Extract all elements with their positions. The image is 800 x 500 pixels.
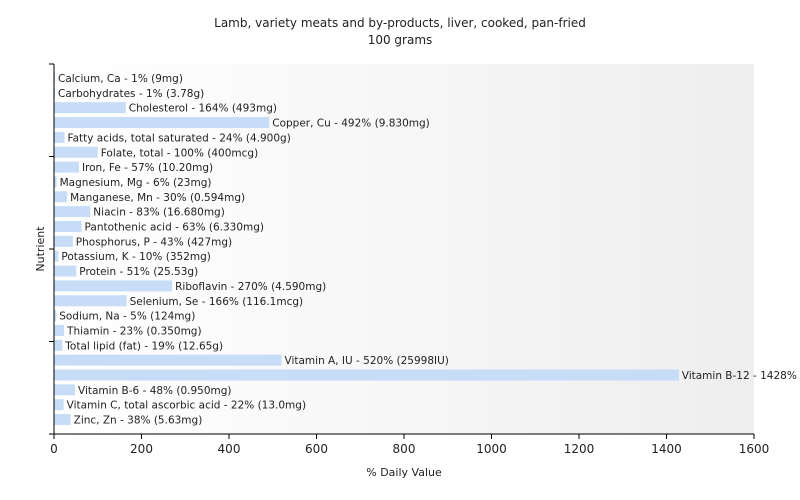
bar [54, 295, 127, 307]
bar [54, 280, 173, 292]
bar-label: Niacin - 83% (16.680mg) [93, 207, 225, 219]
bar [54, 399, 64, 411]
bar [54, 221, 82, 232]
x-tick-label: 1200 [564, 442, 595, 456]
bar-label: Folate, total - 100% (400mcg) [101, 147, 258, 159]
bar [54, 384, 75, 396]
bar-label: Vitamin C, total ascorbic acid - 22% (13… [67, 400, 306, 412]
bar [54, 339, 63, 351]
chart-subtitle: 100 grams [367, 33, 433, 47]
bar [54, 176, 57, 188]
bar-label: Vitamin B-6 - 48% (0.950mg) [78, 385, 232, 397]
x-tick-label: 200 [130, 442, 153, 456]
bar [54, 310, 57, 322]
bar [54, 354, 282, 366]
bar [54, 265, 77, 277]
bar [54, 324, 65, 336]
bar-labels-group: Calcium, Ca - 1% (9mg) Carbohydrates - 1%… [58, 73, 800, 427]
bar [54, 235, 73, 247]
bar-label: Magnesium, Mg - 6% (23mg) [60, 177, 212, 189]
bar-label: Vitamin B-12 - 1428% (85.70mcg) [682, 370, 800, 382]
bar-label: Fatty acids, total saturated - 24% (4.90… [68, 132, 291, 144]
bars-group [54, 72, 679, 426]
x-tick-label: 400 [218, 442, 241, 456]
x-tick-label: 0 [50, 442, 58, 456]
x-tick-label: 800 [393, 442, 416, 456]
bar-label: Zinc, Zn - 38% (5.63mg) [74, 415, 203, 427]
bar-label: Thiamin - 23% (0.350mg) [66, 325, 202, 337]
bar-label: Pantothenic acid - 63% (6.330mg) [85, 222, 264, 234]
bar [54, 117, 270, 129]
bar [54, 161, 79, 173]
bar-label: Calcium, Ca - 1% (9mg) [58, 73, 183, 85]
bar-label: Sodium, Na - 5% (124mg) [59, 311, 195, 323]
bar-label: Cholesterol - 164% (493mg) [129, 103, 277, 115]
x-tick-label: 600 [305, 442, 328, 456]
bar-label: Phosphorus, P - 43% (427mg) [76, 236, 232, 248]
bar-label: Manganese, Mn - 30% (0.594mg) [70, 192, 245, 204]
bar-label: Total lipid (fat) - 19% (12.65g) [64, 340, 223, 352]
bar [54, 206, 91, 218]
bar [54, 146, 98, 158]
bar-label: Potassium, K - 10% (352mg) [61, 251, 211, 263]
bar [54, 102, 126, 114]
x-tick-label: 1000 [476, 442, 507, 456]
bar-label: Riboflavin - 270% (4.590mg) [175, 281, 326, 293]
bar-label: Selenium, Se - 166% (116.1mcg) [130, 296, 304, 308]
bar [54, 191, 68, 203]
axes-group: 0 200 400 600 800 1000 1200 1400 1600 [49, 63, 770, 456]
bar-label: Vitamin A, IU - 520% (25998IU) [285, 355, 449, 367]
bar-label: Copper, Cu - 492% (9.830mg) [272, 118, 430, 130]
chart-title: Lamb, variety meats and by-products, liv… [214, 16, 586, 30]
bar [54, 250, 59, 262]
bar-label: Protein - 51% (25.53g) [79, 266, 198, 278]
bar-label: Carbohydrates - 1% (3.78g) [58, 88, 204, 100]
x-axis-title: % Daily Value [366, 466, 442, 479]
y-axis-title: Nutrient [34, 226, 47, 272]
bar [54, 131, 65, 143]
x-tick-label: 1600 [739, 442, 770, 456]
bar [54, 414, 71, 426]
x-tick-label: 1400 [651, 442, 682, 456]
bar-label: Iron, Fe - 57% (10.20mg) [82, 162, 213, 174]
bar [54, 369, 679, 381]
